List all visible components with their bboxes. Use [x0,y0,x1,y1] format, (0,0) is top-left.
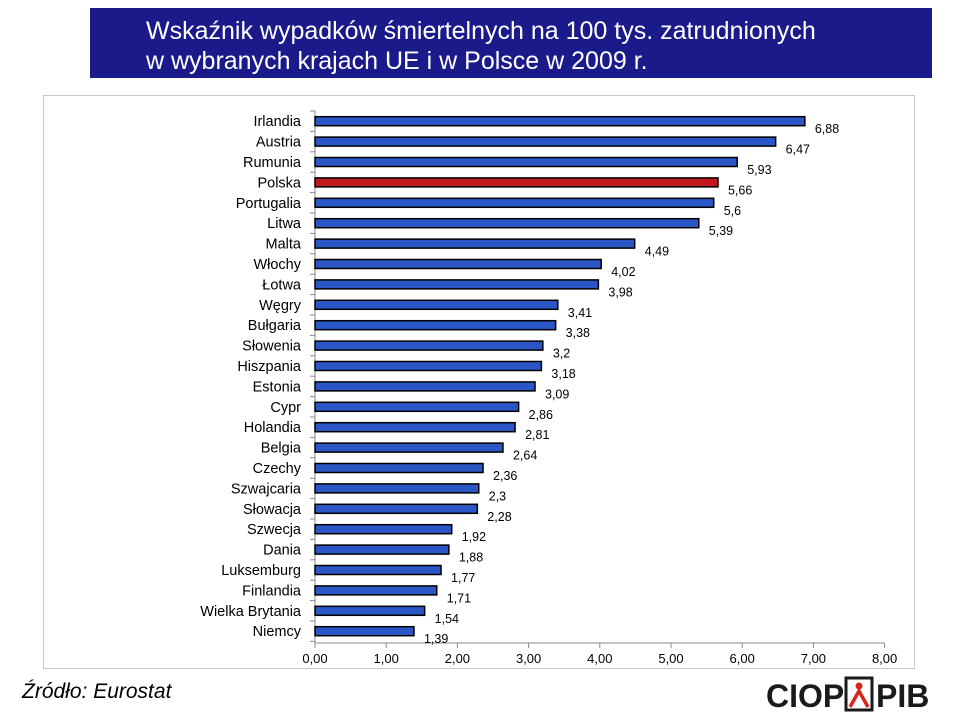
bar [314,401,520,413]
bar [314,156,738,168]
bar [314,462,484,474]
bar [314,115,806,127]
category-label: Finlandia [242,583,302,599]
value-label: 5,66 [728,183,752,197]
x-tick-label: 3,00 [516,651,541,666]
category-label: Rumunia [243,155,302,171]
x-tick-label: 2,00 [445,651,470,666]
value-label: 1,71 [447,591,471,605]
value-label: 3,18 [551,367,575,381]
value-label: 2,3 [489,489,506,503]
logo-text-left: CIOP [766,678,844,712]
title-line-2: w wybranych krajach UE i w Polsce w 2009… [146,47,648,75]
category-label: Łotwa [262,277,302,293]
category-label: Włochy [253,257,301,273]
value-label: 2,81 [525,428,549,442]
value-label: 4,02 [611,265,635,279]
x-tick-label: 8,00 [872,651,897,666]
bar [314,136,777,147]
category-label: Portugalia [236,196,302,212]
category-label: Słowacja [243,502,302,518]
category-label: Luksemburg [221,563,301,579]
bar [314,585,438,596]
value-label: 3,2 [553,347,570,361]
x-tick-label: 0,00 [302,651,327,666]
value-label: 6,47 [786,143,810,157]
bar [314,360,543,372]
category-label: Szwajcaria [231,481,302,497]
category-label: Węgry [259,298,302,314]
value-label: 1,92 [462,530,486,544]
category-label: Bułgaria [248,318,302,334]
bar [314,299,559,311]
value-label: 4,49 [645,245,669,259]
bar [314,421,516,433]
value-label: 3,98 [608,285,632,299]
value-label: 2,36 [493,469,517,483]
category-label: Irlandia [253,114,301,130]
value-label: 1,77 [451,571,475,585]
bar [314,544,450,555]
value-label: 1,88 [459,551,483,565]
bar [314,279,600,290]
source-note: Źródło: Eurostat [22,680,172,703]
category-label: Litwa [267,216,302,232]
category-label: Cypr [270,400,301,416]
bar [314,625,415,637]
category-label: Malta [266,237,302,253]
bar [314,605,426,617]
category-label: Belgia [261,441,302,457]
category-label: Holandia [244,420,302,436]
ciop-pib-logo: CIOP PIB [766,676,929,712]
title-line-1: Wskaźnik wypadków śmiertelnych na 100 ty… [146,17,816,45]
value-label: 2,86 [529,408,553,422]
category-label: Szwecja [247,522,302,538]
value-label: 3,38 [566,326,590,340]
value-label: 2,64 [513,449,537,463]
bar [314,381,536,392]
category-label: Wielka Brytania [200,604,302,620]
bar [314,319,557,331]
bar [314,564,442,576]
x-tick-label: 6,00 [730,651,755,666]
bar [314,503,479,515]
title-banner: Wskaźnik wypadków śmiertelnych na 100 ty… [90,8,932,78]
x-tick-label: 5,00 [658,651,683,666]
bar-chart: 0,00 1,00 2,00 3,00 4,00 5,00 6,00 7,00 8,00 Irla… [200,110,897,666]
bar [314,523,453,535]
bar [314,217,700,229]
category-label: Austria [256,135,302,151]
value-label: 6,88 [815,122,839,136]
category-label: Niemcy [253,624,302,640]
value-label: 3,41 [568,306,592,320]
bar [314,442,504,453]
bar [314,258,602,270]
value-label: 3,09 [545,387,569,401]
x-tick-label: 4,00 [587,651,612,666]
category-label: Polska [257,175,301,191]
category-label: Słowenia [242,339,302,355]
logo-text-right: PIB [876,678,929,712]
value-label: 1,54 [435,612,459,626]
category-label: Dania [263,543,302,559]
chart-frame: 0,00 1,00 2,00 3,00 4,00 5,00 6,00 7,00 8,00 Irla… [43,95,915,669]
category-label: Estonia [253,379,302,395]
x-tick-label: 7,00 [801,651,826,666]
value-label: 5,39 [709,224,733,238]
bar [314,238,636,249]
bar [314,483,480,494]
bar [314,197,715,209]
value-label: 5,6 [724,204,741,218]
value-label: 5,93 [747,163,771,177]
value-label: 1,39 [424,632,448,646]
category-label: Czechy [253,461,302,477]
logo-person-icon [844,676,874,712]
value-label: 2,28 [487,510,511,524]
x-tick-label: 1,00 [374,651,399,666]
bar-highlight [314,177,719,188]
bar [314,340,544,351]
category-label: Hiszpania [237,359,302,375]
